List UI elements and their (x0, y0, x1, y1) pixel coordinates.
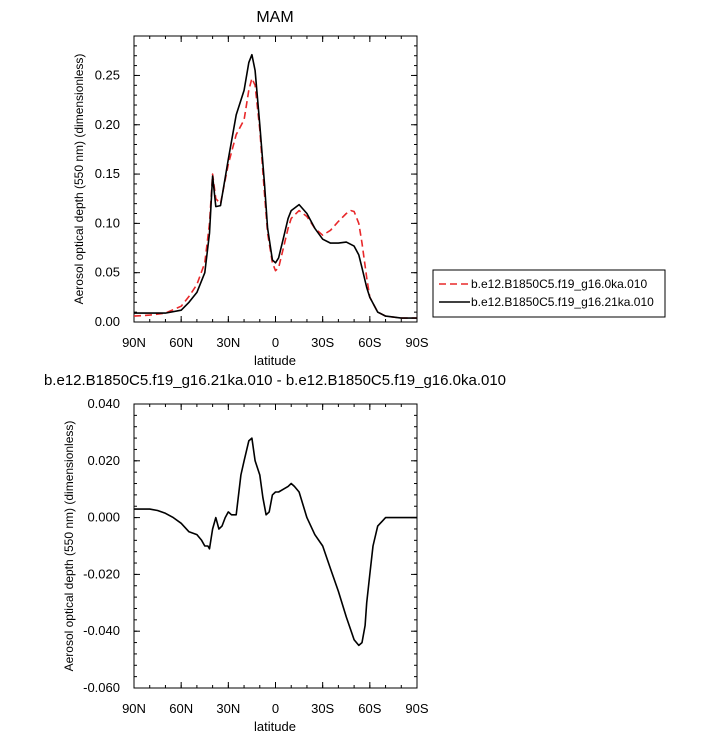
top-y-tick-label-4: 0.20 (95, 117, 120, 132)
bottom-x-tick-label-6: 90S (405, 701, 428, 716)
bottom-y-tick-label-0: -0.060 (83, 680, 120, 695)
top-y-tick-label-3: 0.15 (95, 166, 120, 181)
top-x-tick-label-5: 60S (358, 335, 381, 350)
bottom-x-axis-label: latitude (254, 719, 296, 734)
bottom-series-group (134, 437, 417, 647)
top-axes: 90N 60N 30N 0 30S 60S 90S 0.00 0.05 0.10 0.15 0.20 0… (95, 35, 429, 350)
top-x-axis-label: latitude (254, 353, 296, 368)
bottom-x-tick-label-5: 60S (358, 701, 381, 716)
legend: b.e12.B1850C5.f19_g16.0ka.010 b.e12.B185… (432, 269, 666, 318)
top-plot-frame (133, 35, 418, 323)
bottom-y-tick-label-4: 0.020 (87, 453, 120, 468)
bottom-x-tick-label-0: 90N (122, 701, 146, 716)
top-y-tick-label-5: 0.25 (95, 67, 120, 82)
bottom-plot-frame (133, 403, 418, 689)
top-y-tick-label-2: 0.10 (95, 215, 120, 230)
top-y-tick-label-1: 0.05 (95, 265, 120, 280)
top-series-group (133, 53, 417, 319)
top-series-line-1 (134, 53, 417, 319)
top-x-tick-label-1: 60N (169, 335, 193, 350)
bottom-x-tick-label-3: 0 (272, 701, 279, 716)
bottom-chart-title: b.e12.B1850C5.f19_g16.21ka.010 - b.e12.B… (44, 372, 506, 389)
legend-box (432, 269, 666, 318)
bottom-x-tick-label-4: 30S (311, 701, 334, 716)
legend-label-0ka: b.e12.B1850C5.f19_g16.0ka.010 (471, 277, 647, 291)
top-x-tick-label-4: 30S (311, 335, 334, 350)
bottom-y-axis-label: Aerosol optical depth (550 nm) (dimensio… (62, 421, 76, 672)
bottom-x-tick-label-1: 60N (169, 701, 193, 716)
bottom-y-tick-label-2: -0.020 (83, 566, 120, 581)
bottom-y-tick-label-3: 0.000 (87, 510, 120, 525)
bottom-series-line-0 (134, 437, 417, 647)
top-series-line-0 (133, 77, 417, 319)
bottom-y-tick-label-1: -0.040 (83, 623, 120, 638)
top-x-tick-label-3: 0 (272, 335, 279, 350)
top-y-axis-label: Aerosol optical depth (550 nm) (dimensio… (72, 54, 86, 305)
top-chart-title: MAM (256, 9, 293, 26)
bottom-panel: b.e12.B1850C5.f19_g16.21ka.010 - b.e12.B… (44, 372, 506, 734)
bottom-x-tick-label-2: 30N (216, 701, 240, 716)
top-panel: MAM 90N 60N 30N 0 30S 60S 90S 0.00 0.05 0.10 0.15 0… (72, 9, 666, 368)
top-x-tick-label-2: 30N (216, 335, 240, 350)
top-y-tick-label-0: 0.00 (95, 314, 120, 329)
bottom-axes: 90N 60N 30N 0 30S 60S 90S -0.060 -0.040 -0.020 0.0… (83, 396, 429, 716)
top-x-tick-label-0: 90N (122, 335, 146, 350)
legend-label-21ka: b.e12.B1850C5.f19_g16.21ka.010 (471, 295, 654, 309)
top-x-tick-label-6: 90S (405, 335, 428, 350)
bottom-y-tick-label-5: 0.040 (87, 396, 120, 411)
